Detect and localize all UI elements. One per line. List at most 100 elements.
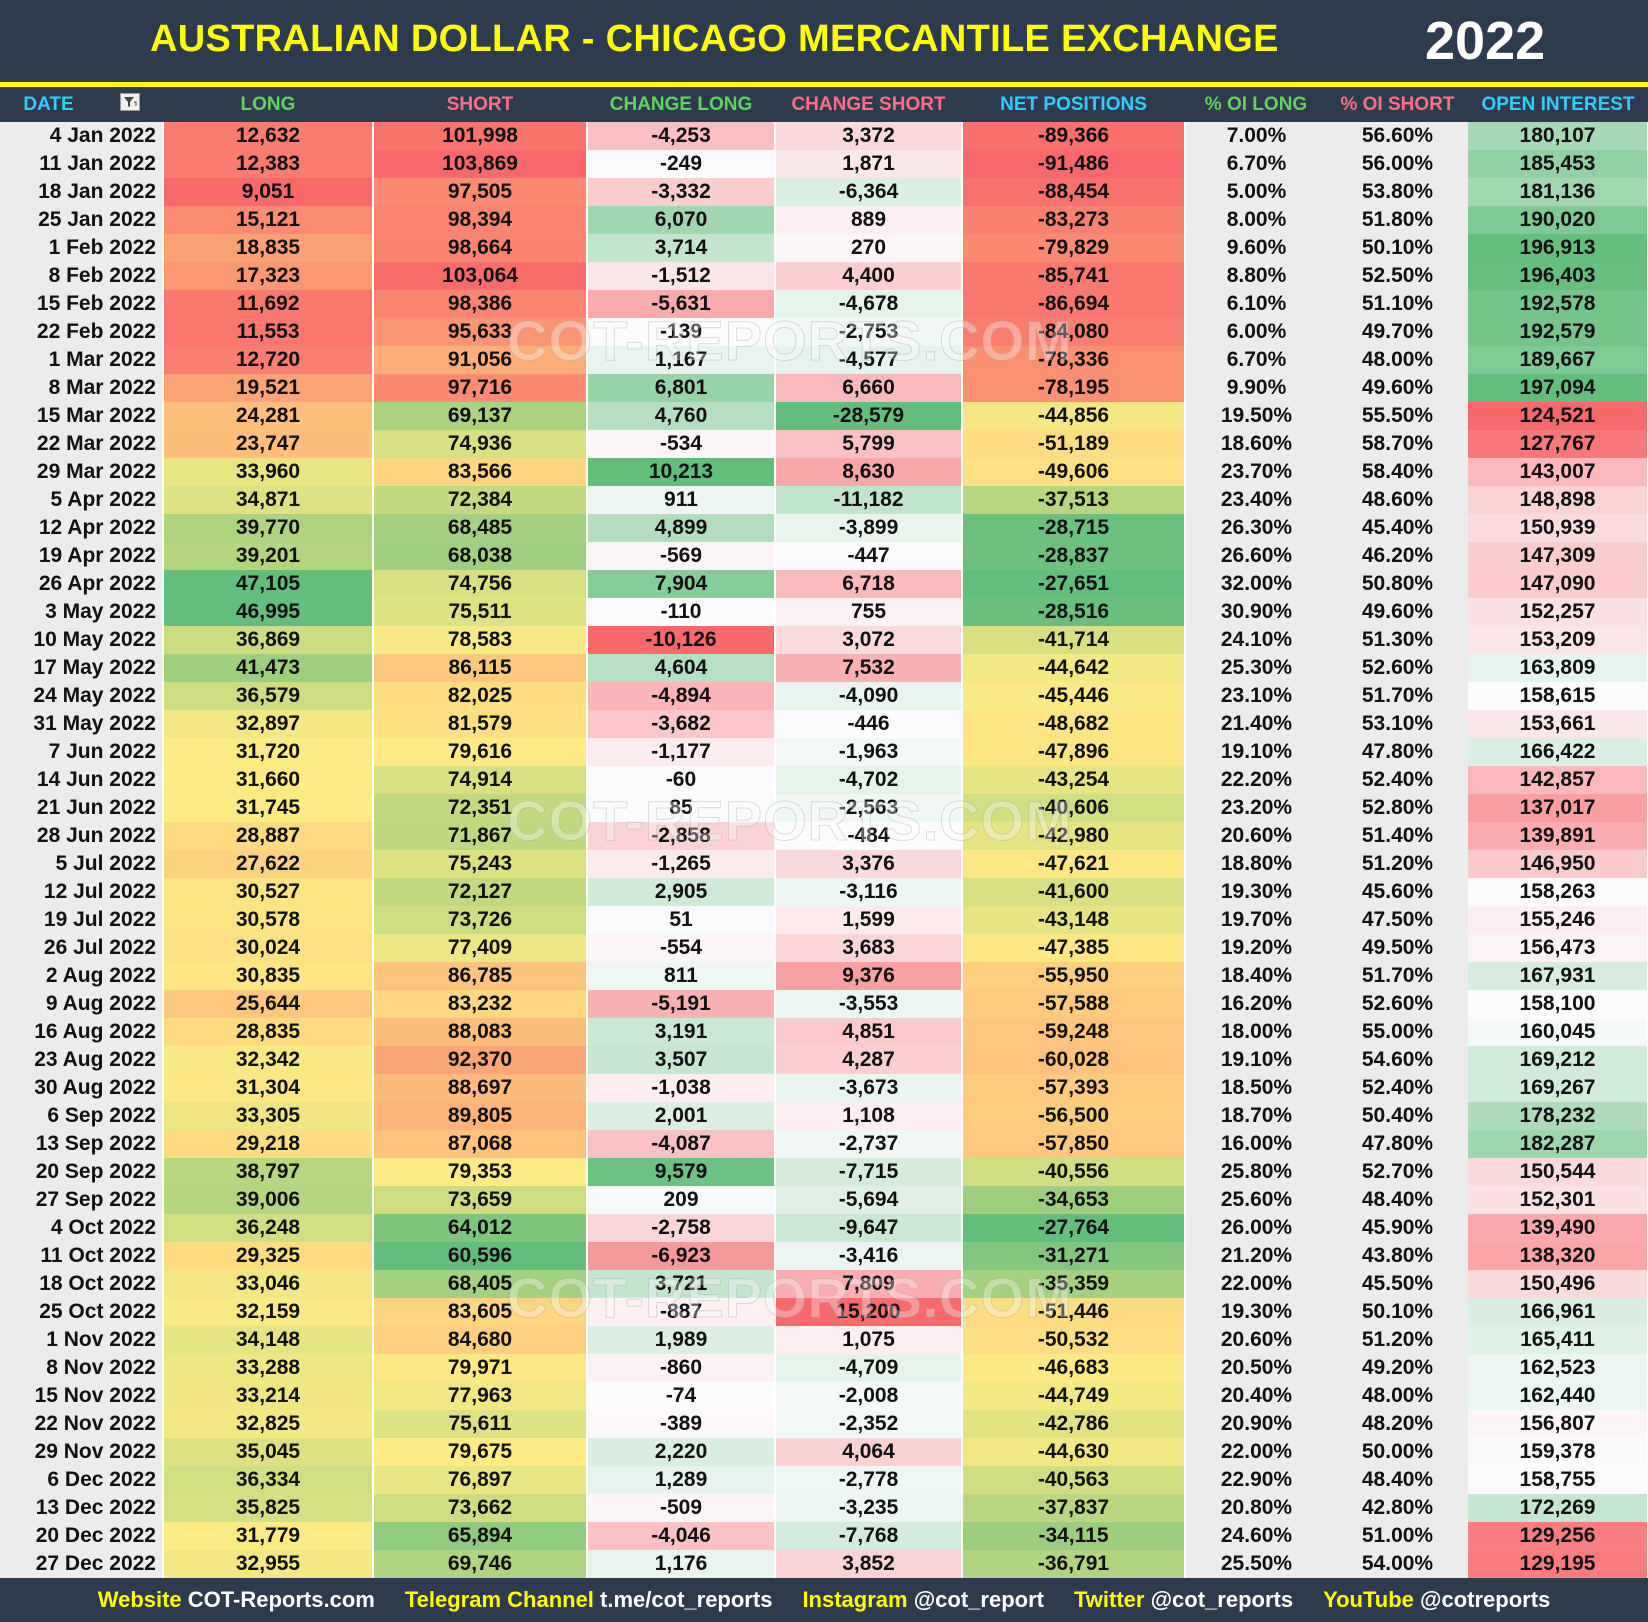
value-cell: 18.80% <box>1185 850 1327 878</box>
value-cell: 165,411 <box>1468 1326 1648 1354</box>
footer-link[interactable]: Instagram @cot_report <box>802 1587 1044 1613</box>
value-cell: -7,768 <box>775 1522 963 1550</box>
value-cell: 20.60% <box>1185 822 1327 850</box>
footer: Website COT-Reports.com Telegram Channel … <box>0 1578 1648 1622</box>
value-cell: -41,600 <box>962 878 1186 906</box>
table-row: 1 Feb 2022 18,835 98,664 3,714 270 -79,829 9.6… <box>0 234 1648 262</box>
value-cell: -110 <box>587 598 776 626</box>
value-cell: 22.20% <box>1185 766 1327 794</box>
value-cell: 129,195 <box>1468 1550 1648 1578</box>
value-cell: 64,012 <box>373 1214 588 1242</box>
value-cell: 51.80% <box>1327 206 1468 234</box>
value-cell: 33,288 <box>163 1354 374 1382</box>
value-cell: 9,051 <box>163 178 374 206</box>
value-cell: 33,305 <box>163 1102 374 1130</box>
value-cell: 7,809 <box>775 1270 963 1298</box>
value-cell: 3,191 <box>587 1018 776 1046</box>
value-cell: -3,682 <box>587 710 776 738</box>
value-cell: -1,963 <box>775 738 963 766</box>
footer-link[interactable]: Website COT-Reports.com <box>98 1587 375 1613</box>
value-cell: 74,756 <box>373 570 588 598</box>
value-cell: 20.90% <box>1185 1410 1327 1438</box>
value-cell: 34,871 <box>163 486 374 514</box>
value-cell: 9.90% <box>1185 374 1327 402</box>
table-row: 5 Jul 2022 27,622 75,243 -1,265 3,376 -47,621… <box>0 850 1648 878</box>
footer-value: COT-Reports.com <box>187 1587 375 1612</box>
value-cell: 30,527 <box>163 878 374 906</box>
value-cell: 58.40% <box>1327 458 1468 486</box>
filter-button[interactable] <box>119 92 140 117</box>
table-row: 14 Jun 2022 31,660 74,914 -60 -4,702 -43,254 2… <box>0 766 1648 794</box>
value-cell: 147,090 <box>1468 570 1648 598</box>
value-cell: 74,936 <box>373 430 588 458</box>
table-row: 27 Sep 2022 39,006 73,659 209 -5,694 -34,653 2… <box>0 1186 1648 1214</box>
date-cell: 26 Jul 2022 <box>0 934 164 962</box>
value-cell: 2,220 <box>587 1438 776 1466</box>
value-cell: -4,678 <box>775 290 963 318</box>
value-cell: -2,858 <box>587 822 776 850</box>
value-cell: 16.20% <box>1185 990 1327 1018</box>
value-cell: 1,599 <box>775 906 963 934</box>
table-row: 19 Apr 2022 39,201 68,038 -569 -447 -28,837 26… <box>0 542 1648 570</box>
value-cell: -5,631 <box>587 290 776 318</box>
value-cell: 27,622 <box>163 850 374 878</box>
value-cell: 73,726 <box>373 906 588 934</box>
value-cell: -57,393 <box>962 1074 1186 1102</box>
value-cell: 166,961 <box>1468 1298 1648 1326</box>
footer-link[interactable]: Twitter @cot_reports <box>1074 1587 1293 1613</box>
date-cell: 7 Jun 2022 <box>0 738 164 766</box>
value-cell: 41,473 <box>163 654 374 682</box>
value-cell: -40,606 <box>962 794 1186 822</box>
value-cell: 4,064 <box>775 1438 963 1466</box>
value-cell: 3,721 <box>587 1270 776 1298</box>
value-cell: 28,887 <box>163 822 374 850</box>
value-cell: -4,709 <box>775 1354 963 1382</box>
value-cell: 23.10% <box>1185 682 1327 710</box>
value-cell: -51,189 <box>962 430 1186 458</box>
value-cell: 178,232 <box>1468 1102 1648 1130</box>
value-cell: -86,694 <box>962 290 1186 318</box>
value-cell: 47.80% <box>1327 1130 1468 1158</box>
value-cell: 30,835 <box>163 962 374 990</box>
value-cell: -84,080 <box>962 318 1186 346</box>
value-cell: -3,332 <box>587 178 776 206</box>
value-cell: -554 <box>587 934 776 962</box>
value-cell: 20.40% <box>1185 1382 1327 1410</box>
column-header: SHORT <box>373 87 587 122</box>
table-row: 16 Aug 2022 28,835 88,083 3,191 4,851 -59,248… <box>0 1018 1648 1046</box>
value-cell: 3,683 <box>775 934 963 962</box>
value-cell: -28,516 <box>962 598 1186 626</box>
value-cell: 20.50% <box>1185 1354 1327 1382</box>
value-cell: 81,579 <box>373 710 588 738</box>
value-cell: 30,024 <box>163 934 374 962</box>
value-cell: 53.80% <box>1327 178 1468 206</box>
value-cell: -4,090 <box>775 682 963 710</box>
value-cell: 138,320 <box>1468 1242 1648 1270</box>
value-cell: 31,660 <box>163 766 374 794</box>
value-cell: -49,606 <box>962 458 1186 486</box>
value-cell: 65,894 <box>373 1522 588 1550</box>
value-cell: -2,758 <box>587 1214 776 1242</box>
value-cell: 182,287 <box>1468 1130 1648 1158</box>
value-cell: 51.30% <box>1327 626 1468 654</box>
table-row: 6 Dec 2022 36,334 76,897 1,289 -2,778 -40,563… <box>0 1466 1648 1494</box>
table-row: 8 Nov 2022 33,288 79,971 -860 -4,709 -46,683 2… <box>0 1354 1648 1382</box>
value-cell: -3,116 <box>775 878 963 906</box>
value-cell: 55.50% <box>1327 402 1468 430</box>
date-cell: 3 May 2022 <box>0 598 164 626</box>
value-cell: 68,405 <box>373 1270 588 1298</box>
table-row: 5 Apr 2022 34,871 72,384 911 -11,182 -37,513 2… <box>0 486 1648 514</box>
value-cell: 12,383 <box>163 150 374 178</box>
footer-link[interactable]: Telegram Channel t.me/cot_reports <box>405 1587 773 1613</box>
value-cell: -27,764 <box>962 1214 1186 1242</box>
footer-link[interactable]: YouTube @cotreports <box>1323 1587 1550 1613</box>
value-cell: 23.40% <box>1185 486 1327 514</box>
footer-value: t.me/cot_reports <box>600 1587 773 1612</box>
value-cell: -4,046 <box>587 1522 776 1550</box>
value-cell: 15,200 <box>775 1298 963 1326</box>
value-cell: 20.80% <box>1185 1494 1327 1522</box>
value-cell: 68,038 <box>373 542 588 570</box>
value-cell: 152,301 <box>1468 1186 1648 1214</box>
value-cell: -509 <box>587 1494 776 1522</box>
